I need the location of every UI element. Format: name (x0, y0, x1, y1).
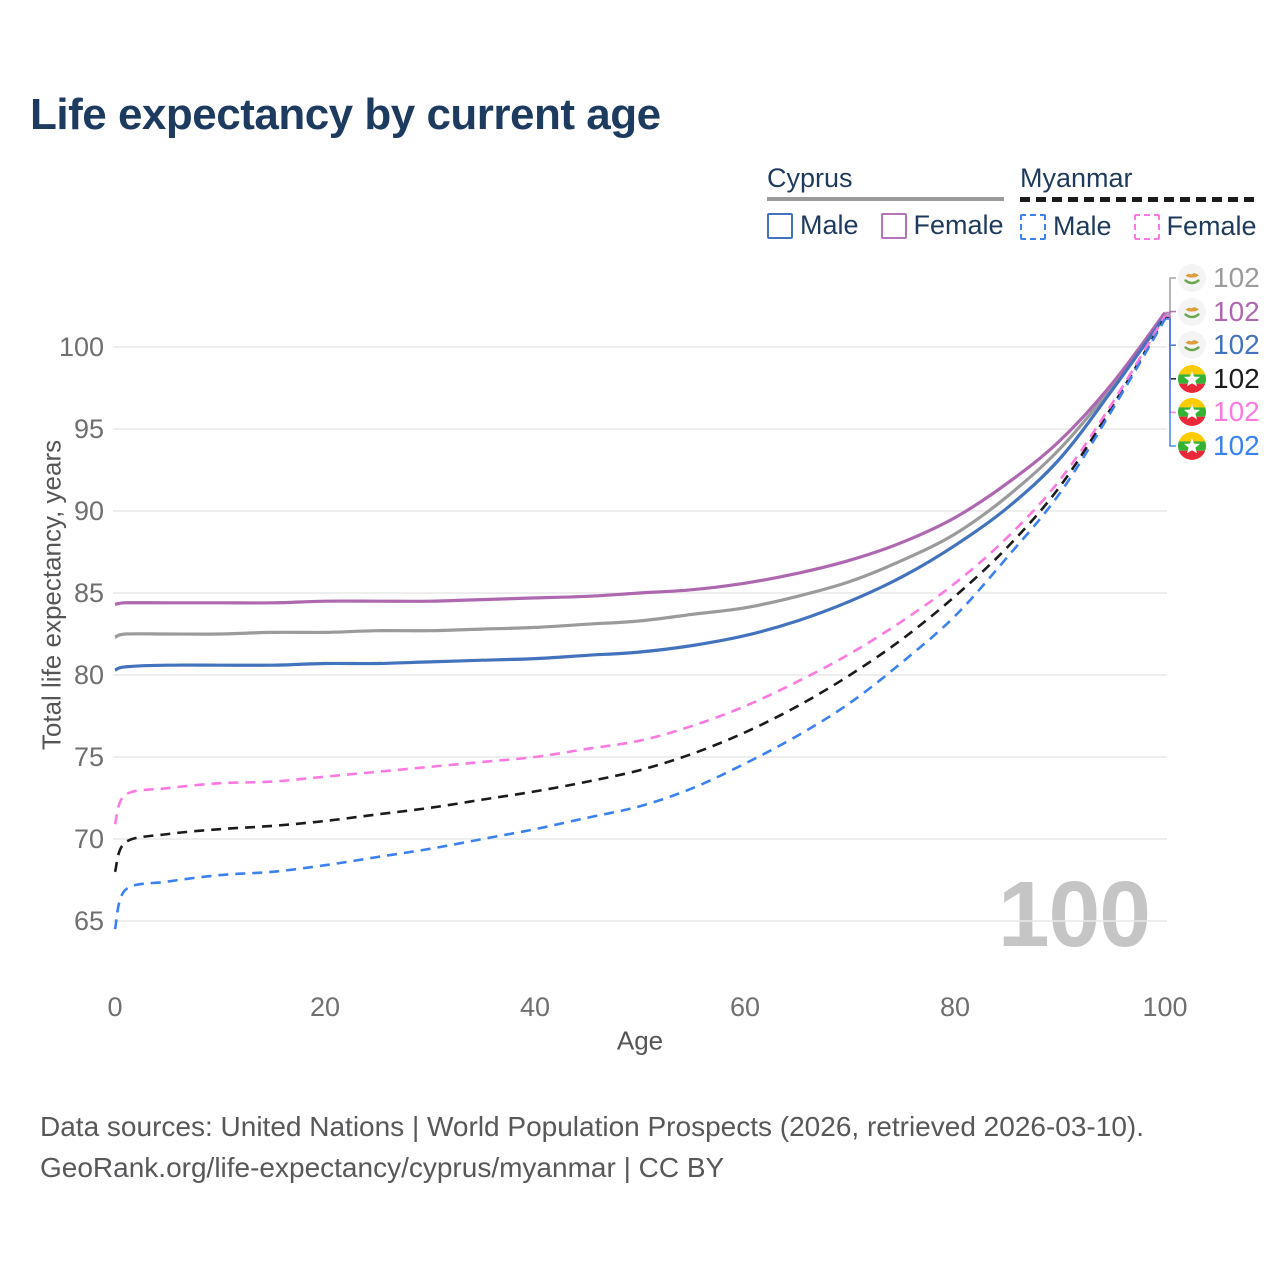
end-label-value: 102 (1213, 430, 1260, 461)
x-tick-100: 100 (1142, 992, 1187, 1022)
myanmar-flag-icon (1178, 432, 1206, 460)
end-label-cyprus-total: 102 (1178, 262, 1260, 294)
legend-underline-cyprus (767, 197, 1004, 201)
y-tick-80: 80 (74, 660, 104, 690)
legend-item-label: Female (1166, 211, 1257, 241)
age-counter-watermark: 100 (997, 862, 1151, 966)
series-line-myanmar-total (113, 316, 1167, 873)
series-line-cyprus-male (114, 314, 1167, 672)
x-tick-40: 40 (520, 992, 550, 1022)
x-tick-0: 0 (107, 992, 122, 1022)
myanmar-flag-icon (1178, 398, 1206, 427)
x-tick-80: 80 (940, 992, 970, 1022)
cyprus-flag-icon (1178, 297, 1206, 326)
myanmar-female-swatch-icon (1133, 213, 1160, 240)
legend-item-myanmar-female[interactable]: Female (1133, 211, 1257, 242)
legend-group-myanmar: Myanmar Male Female (1020, 163, 1257, 242)
series-line-cyprus-female (114, 311, 1167, 607)
y-tick-90: 90 (74, 496, 104, 526)
footer-data-sources: Data sources: United Nations | World Pop… (40, 1111, 1145, 1142)
legend-header-myanmar[interactable]: Myanmar (1020, 163, 1133, 193)
legend-item-label: Female (913, 210, 1004, 240)
y-tick-85: 85 (74, 578, 104, 608)
end-label-value: 102 (1213, 329, 1260, 361)
legend-item-label: Male (1053, 211, 1112, 241)
footer: Data sources: United Nations | World Pop… (40, 1106, 1144, 1188)
series-line-cyprus-total (114, 313, 1167, 639)
end-label-cyprus-male: 102 (1178, 329, 1260, 361)
end-label-myanmar-total: 102 (1178, 363, 1260, 395)
end-label-myanmar-male: 102 (1178, 430, 1260, 462)
leader-line-cyprus-total (1165, 277, 1176, 315)
x-axis-title: Age (616, 1025, 664, 1056)
cyprus-male-swatch-icon (767, 212, 793, 239)
leader-line-cyprus-female (1165, 310, 1176, 314)
series-line-myanmar-female (113, 315, 1167, 825)
end-label-value: 102 (1213, 362, 1260, 394)
myanmar-male-swatch-icon (1020, 213, 1046, 240)
legend-underline-myanmar (1020, 197, 1257, 202)
myanmar-flag-icon (1178, 364, 1206, 393)
footer-attribution-link[interactable]: GeoRank.org/life-expectancy/cyprus/myanm… (40, 1152, 725, 1183)
cyprus-female-swatch-icon (880, 212, 907, 239)
x-tick-20: 20 (310, 992, 340, 1022)
end-label-value: 102 (1213, 262, 1260, 293)
legend-item-label: Male (800, 210, 859, 240)
legend-item-myanmar-male[interactable]: Male (1020, 211, 1112, 242)
leader-line-myanmar-male (1165, 318, 1176, 447)
end-label-myanmar-female: 102 (1178, 396, 1260, 428)
x-tick-60: 60 (730, 992, 760, 1022)
cyprus-flag-icon (1178, 331, 1206, 360)
legend-item-cyprus-male[interactable]: Male (767, 210, 859, 241)
end-label-cyprus-female: 102 (1178, 296, 1260, 328)
page-title: Life expectancy by current age (30, 90, 661, 139)
legend-group-cyprus: Cyprus Male Female (767, 163, 1004, 241)
y-tick-70: 70 (74, 824, 104, 854)
end-label-value: 102 (1213, 295, 1260, 327)
y-tick-65: 65 (74, 906, 104, 936)
series-line-myanmar-male (113, 318, 1167, 930)
legend-header-cyprus[interactable]: Cyprus (767, 163, 853, 193)
cyprus-flag-icon (1178, 264, 1206, 292)
legend-item-cyprus-female[interactable]: Female (880, 210, 1004, 241)
y-tick-95: 95 (74, 414, 104, 444)
end-label-value: 102 (1213, 396, 1260, 428)
y-tick-75: 75 (74, 742, 104, 772)
y-tick-100: 100 (59, 332, 104, 362)
